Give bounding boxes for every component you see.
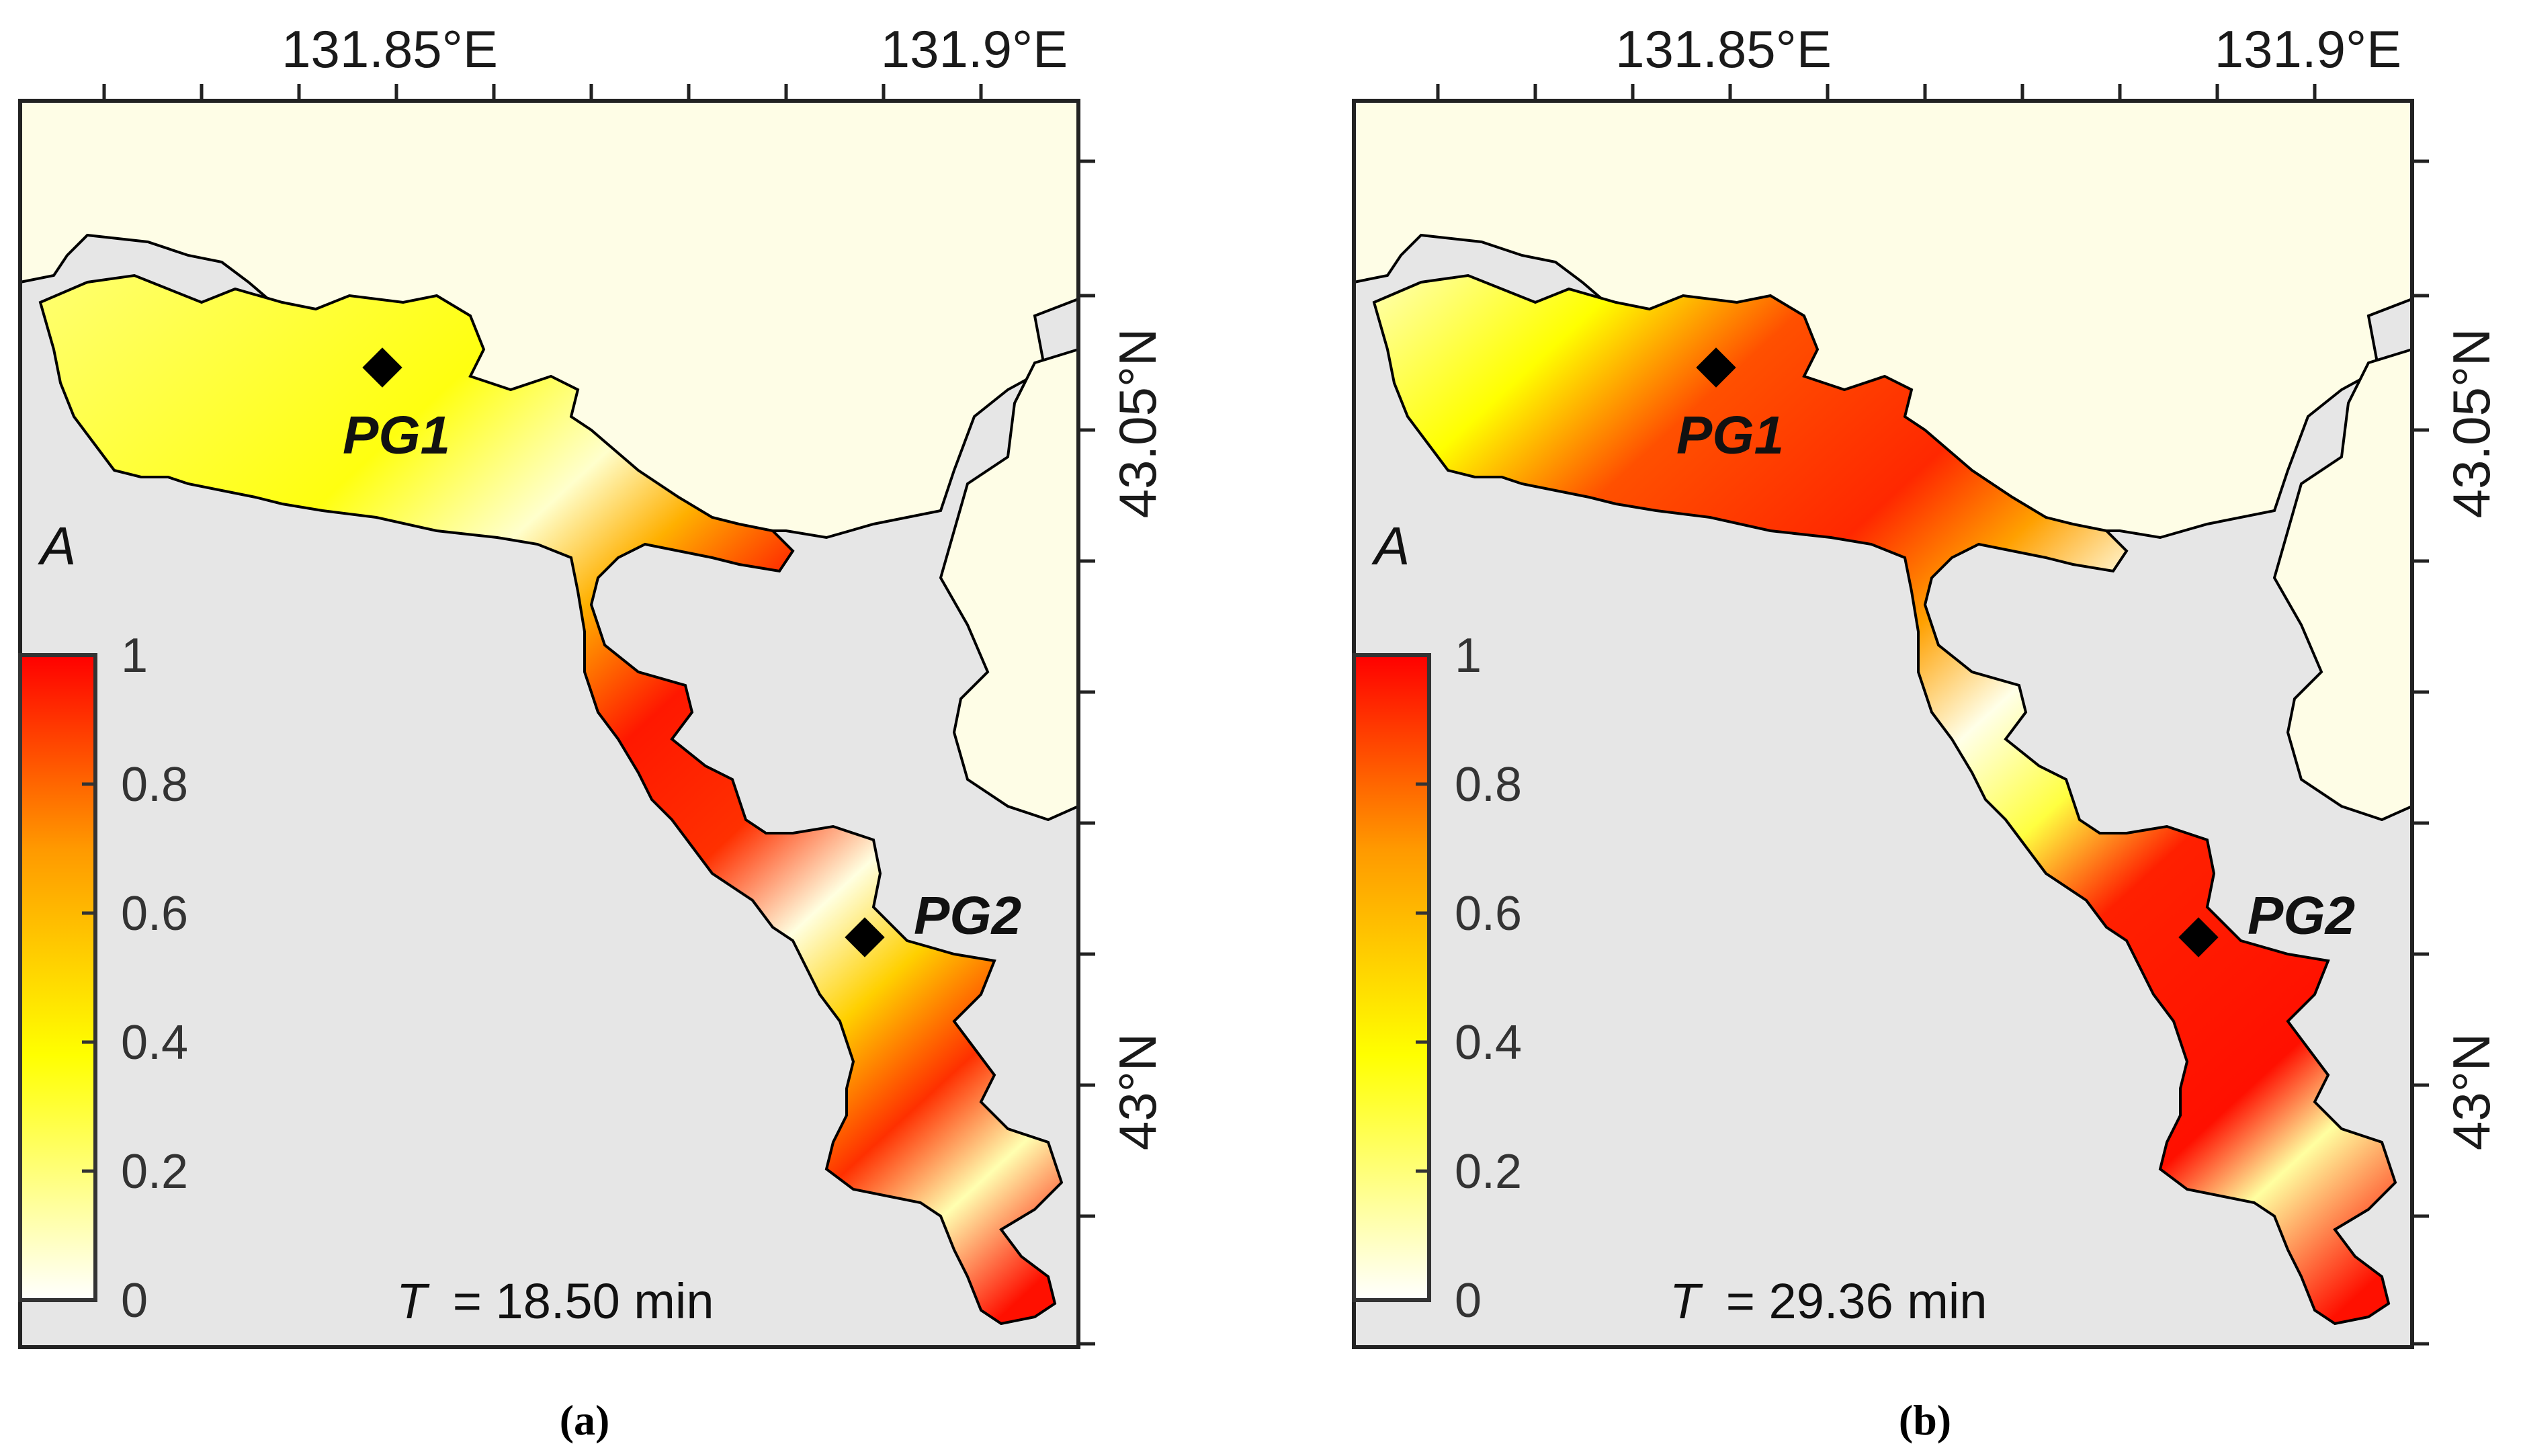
station-marker-pg2 xyxy=(845,917,885,957)
colorbar-tick-0: 0 xyxy=(1455,1274,1482,1328)
colorbar-tick-0.6: 0.6 xyxy=(121,887,188,941)
lon-label-2: 131.9°E xyxy=(881,19,1068,79)
map-panel-b: 131.85°E 131.9°E 43.05°N 43°N PG1 PG2 A … xyxy=(1352,19,2501,1444)
lat-label-1: 43.05°N xyxy=(1108,329,1167,519)
station-marker-pg1 xyxy=(362,347,402,388)
colorbar-ticks xyxy=(1416,653,1429,1173)
station-label-pg2: PG2 xyxy=(2248,886,2355,945)
colorbar-tick-0.2: 0.2 xyxy=(121,1145,188,1199)
colorbar-tick-0.8: 0.8 xyxy=(121,758,188,812)
lat-ticks xyxy=(2412,159,2429,1346)
station-label-pg1: PG1 xyxy=(343,405,450,465)
colorbar-tick-0: 0 xyxy=(121,1274,148,1328)
time-symbol: T xyxy=(396,1273,430,1329)
colorbar-tick-0.6: 0.6 xyxy=(1455,887,1522,941)
lat-label-2: 43°N xyxy=(1108,1033,1167,1150)
lon-label-2: 131.9°E xyxy=(2215,19,2401,79)
lon-label-1: 131.85°E xyxy=(1615,19,1832,79)
colorbar xyxy=(1352,653,1431,1302)
lat-ticks xyxy=(1078,159,1095,1346)
colorbar-symbol: A xyxy=(38,516,76,576)
station-label-pg1: PG1 xyxy=(1676,405,1784,465)
time-label: T = 29.36 min xyxy=(1670,1273,1987,1329)
lon-ticks xyxy=(102,84,983,101)
land-island-east xyxy=(2272,347,2413,822)
panel-caption: (b) xyxy=(1899,1396,1951,1444)
water-body xyxy=(38,273,1064,1326)
colorbar-symbol: A xyxy=(1371,516,1410,576)
station-label-pg2: PG2 xyxy=(914,886,1021,945)
lon-ticks xyxy=(1436,84,2317,101)
colorbar-tick-0.4: 0.4 xyxy=(1455,1016,1522,1070)
colorbar-tick-1: 1 xyxy=(121,629,148,683)
water-body xyxy=(1372,273,2397,1326)
lon-label-1: 131.85°E xyxy=(282,19,498,79)
time-value: = 18.50 min xyxy=(453,1273,714,1329)
time-label: T = 18.50 min xyxy=(396,1273,714,1329)
colorbar-tick-0.8: 0.8 xyxy=(1455,758,1522,812)
colorbar-tick-0.2: 0.2 xyxy=(1455,1145,1522,1199)
colorbar xyxy=(18,653,97,1302)
time-symbol: T xyxy=(1670,1273,1703,1329)
colorbar-tick-1: 1 xyxy=(1455,629,1482,683)
colorbar-tick-0.4: 0.4 xyxy=(121,1016,188,1070)
station-marker-pg1 xyxy=(1696,347,1736,388)
colorbar-ticks xyxy=(82,653,95,1173)
panel-caption: (a) xyxy=(560,1396,610,1444)
lat-label-2: 43°N xyxy=(2442,1033,2501,1150)
map-panel-a: 131.85°E 131.9°E 43.05°N 43°N PG1 PG2 A … xyxy=(18,19,1167,1444)
lat-label-1: 43.05°N xyxy=(2442,329,2501,519)
land-island-east xyxy=(939,347,1080,822)
time-value: = 29.36 min xyxy=(1726,1273,1987,1329)
station-marker-pg2 xyxy=(2178,917,2219,957)
